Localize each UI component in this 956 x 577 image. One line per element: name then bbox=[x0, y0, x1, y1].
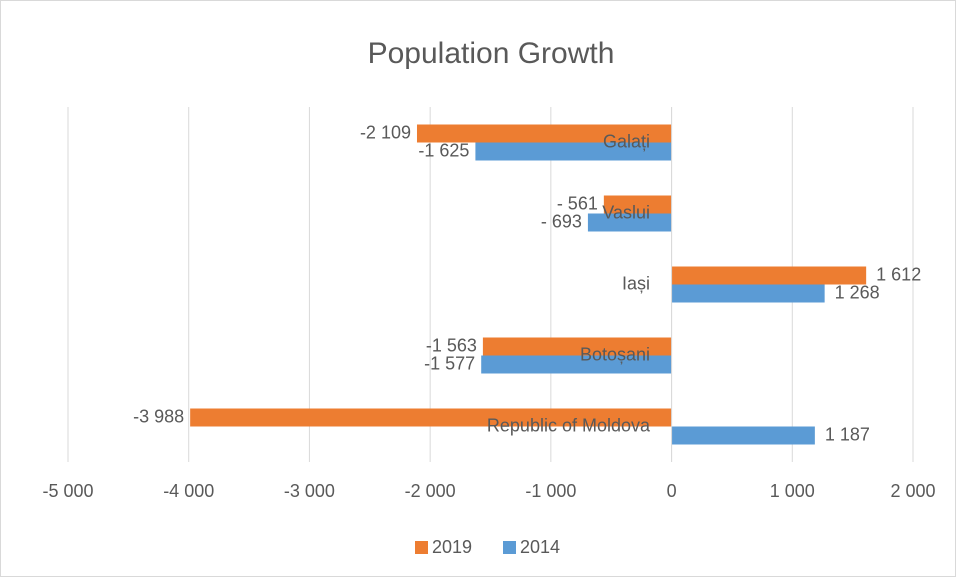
category-label: Republic of Moldova bbox=[487, 415, 651, 435]
value-label: -3 988 bbox=[133, 406, 184, 426]
legend-label: 2014 bbox=[520, 537, 560, 557]
bar bbox=[190, 408, 672, 427]
x-tick-label: -3 000 bbox=[284, 481, 335, 501]
x-tick-label: -2 000 bbox=[405, 481, 456, 501]
x-tick-label: -5 000 bbox=[42, 481, 93, 501]
bar bbox=[671, 426, 815, 445]
chart-title: Population Growth bbox=[368, 37, 615, 70]
bar bbox=[475, 142, 672, 161]
category-label: Galați bbox=[603, 131, 650, 151]
bar bbox=[603, 195, 672, 214]
category-label: Vaslui bbox=[602, 202, 650, 222]
value-label: 1 612 bbox=[876, 264, 921, 284]
x-tick-label: -1 000 bbox=[525, 481, 576, 501]
x-tick-label: 0 bbox=[667, 481, 677, 501]
value-label: 1 187 bbox=[825, 424, 870, 444]
bar bbox=[416, 124, 672, 143]
x-tick-label: -4 000 bbox=[163, 481, 214, 501]
value-label: 1 268 bbox=[835, 282, 880, 302]
bar bbox=[671, 266, 867, 285]
value-label: - 693 bbox=[541, 211, 582, 231]
x-tick-label: 1 000 bbox=[770, 481, 815, 501]
value-label: -1 563 bbox=[426, 335, 477, 355]
legend-swatch bbox=[415, 541, 428, 554]
value-label: -2 109 bbox=[360, 122, 411, 142]
bar bbox=[482, 337, 672, 356]
bar bbox=[587, 213, 672, 232]
category-label: Botoșani bbox=[580, 344, 650, 364]
bar bbox=[671, 284, 825, 303]
category-label: Iași bbox=[622, 273, 650, 293]
x-tick-label: 2 000 bbox=[890, 481, 935, 501]
value-label: -1 625 bbox=[418, 140, 469, 160]
value-label: -1 577 bbox=[424, 353, 475, 373]
legend-swatch bbox=[503, 541, 516, 554]
legend-label: 2019 bbox=[432, 537, 472, 557]
bar bbox=[481, 355, 672, 374]
value-label: - 561 bbox=[557, 193, 598, 213]
